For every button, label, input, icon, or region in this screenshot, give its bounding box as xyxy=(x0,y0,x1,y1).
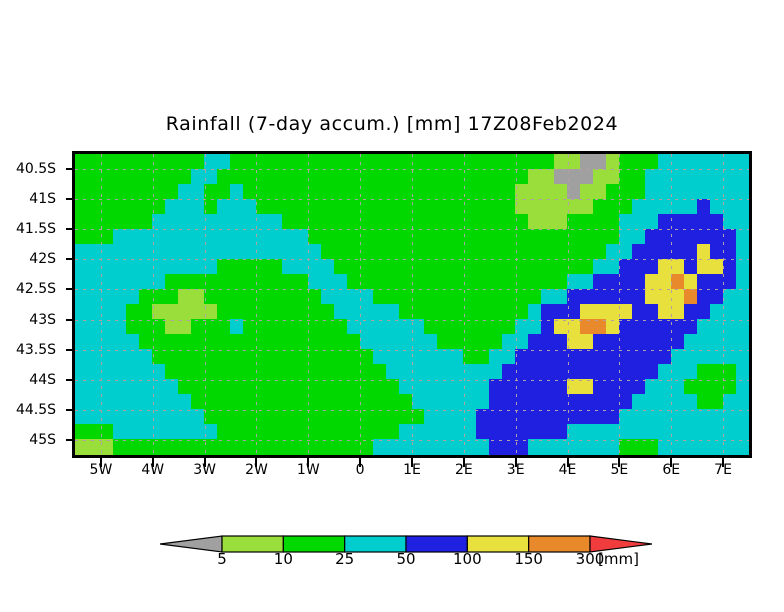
map-plot-area xyxy=(72,151,752,458)
x-axis-tick-mark xyxy=(411,458,413,467)
colorbar-tick-labels: 5 10 25 50 100 150 300 xyxy=(160,550,652,572)
y-axis-tick-label: 44.5S xyxy=(15,401,56,418)
colorbar-tick-label: 25 xyxy=(335,550,355,568)
colorbar-tick-label: 100 xyxy=(453,550,482,568)
colorbar xyxy=(160,532,652,558)
y-axis-tick-label: 42S xyxy=(29,251,56,268)
y-axis-labels: 40.5S 41S 41.5S 42S 42.5S 43S 43.5S 44S 44.5S 45S xyxy=(0,151,64,458)
y-axis-tick-label: 42.5S xyxy=(15,281,56,298)
x-axis-tick-label: 3W xyxy=(193,462,216,478)
x-axis-tick-label: 2E xyxy=(454,462,473,478)
colorbar-tick-label: 5 xyxy=(217,550,227,568)
x-axis-tick-label: 1W xyxy=(296,462,320,478)
page-title: Rainfall (7-day accum.) [mm] 17Z08Feb202… xyxy=(165,113,619,135)
colorbar-swatches xyxy=(160,535,652,553)
x-axis-tick-mark xyxy=(514,458,517,467)
y-axis-tick-label: 40.5S xyxy=(15,161,56,178)
rainfall-heatmap-canvas xyxy=(75,154,749,455)
y-axis-tick-label: 41.5S xyxy=(15,221,56,238)
colorbar-tick-label: 50 xyxy=(396,550,416,568)
y-axis-tick-mark xyxy=(66,228,75,231)
x-axis-labels: 5W 4W 3W 2W 1W 0 1E 2E 3E 4E 5E 6E 7E xyxy=(72,462,752,490)
x-axis-tick-label: 3E xyxy=(506,462,525,478)
x-axis-tick-mark xyxy=(359,458,362,467)
x-axis-tick-label: 5E xyxy=(610,462,629,478)
x-axis-tick-label: 5W xyxy=(89,462,113,478)
x-axis-tick-mark xyxy=(203,458,206,467)
x-axis-tick-mark xyxy=(722,458,725,467)
colorbar-tick-label: 300 xyxy=(575,550,605,568)
y-axis-tick-mark xyxy=(66,288,75,291)
y-axis-tick-mark xyxy=(66,258,75,261)
x-axis-tick-label: 1E xyxy=(403,462,421,478)
x-axis-tick-mark xyxy=(99,458,102,467)
colorbar-tick-label: 150 xyxy=(514,550,543,568)
x-axis-tick-label: 0 xyxy=(355,462,365,478)
x-axis-tick-label: 4W xyxy=(141,462,165,478)
x-axis-tick-label: 6E xyxy=(662,462,681,478)
x-axis-tick-label: 7E xyxy=(714,462,732,478)
x-axis-tick-mark xyxy=(618,458,621,467)
y-axis-tick-label: 43.5S xyxy=(15,341,56,358)
x-axis-tick-mark xyxy=(462,458,465,467)
x-axis-tick-mark xyxy=(151,458,154,467)
x-axis-tick-mark xyxy=(670,458,673,467)
y-axis-tick-label: 41S xyxy=(29,191,56,208)
x-axis-tick-mark xyxy=(307,458,310,467)
y-axis-tick-mark xyxy=(66,318,75,321)
y-axis-tick-label: 44S xyxy=(29,371,56,388)
y-axis-tick-mark xyxy=(66,378,75,381)
y-axis-tick-mark xyxy=(66,408,75,411)
colorbar-unit-label: [mm] xyxy=(598,550,639,568)
x-axis-tick-mark xyxy=(566,458,569,467)
y-axis-tick-mark xyxy=(66,168,75,171)
y-axis-tick-mark xyxy=(66,198,75,201)
colorbar-over-arrow xyxy=(589,535,652,553)
y-axis-tick-mark xyxy=(66,438,75,441)
y-axis-tick-label: 43S xyxy=(29,311,56,328)
x-axis-tick-label: 2W xyxy=(245,462,268,478)
x-axis-tick-mark xyxy=(255,458,258,467)
colorbar-tick-label: 10 xyxy=(273,550,293,568)
x-axis-tick-label: 4E xyxy=(558,462,577,478)
y-axis-tick-label: 45S xyxy=(29,431,56,448)
y-axis-tick-mark xyxy=(66,348,75,351)
